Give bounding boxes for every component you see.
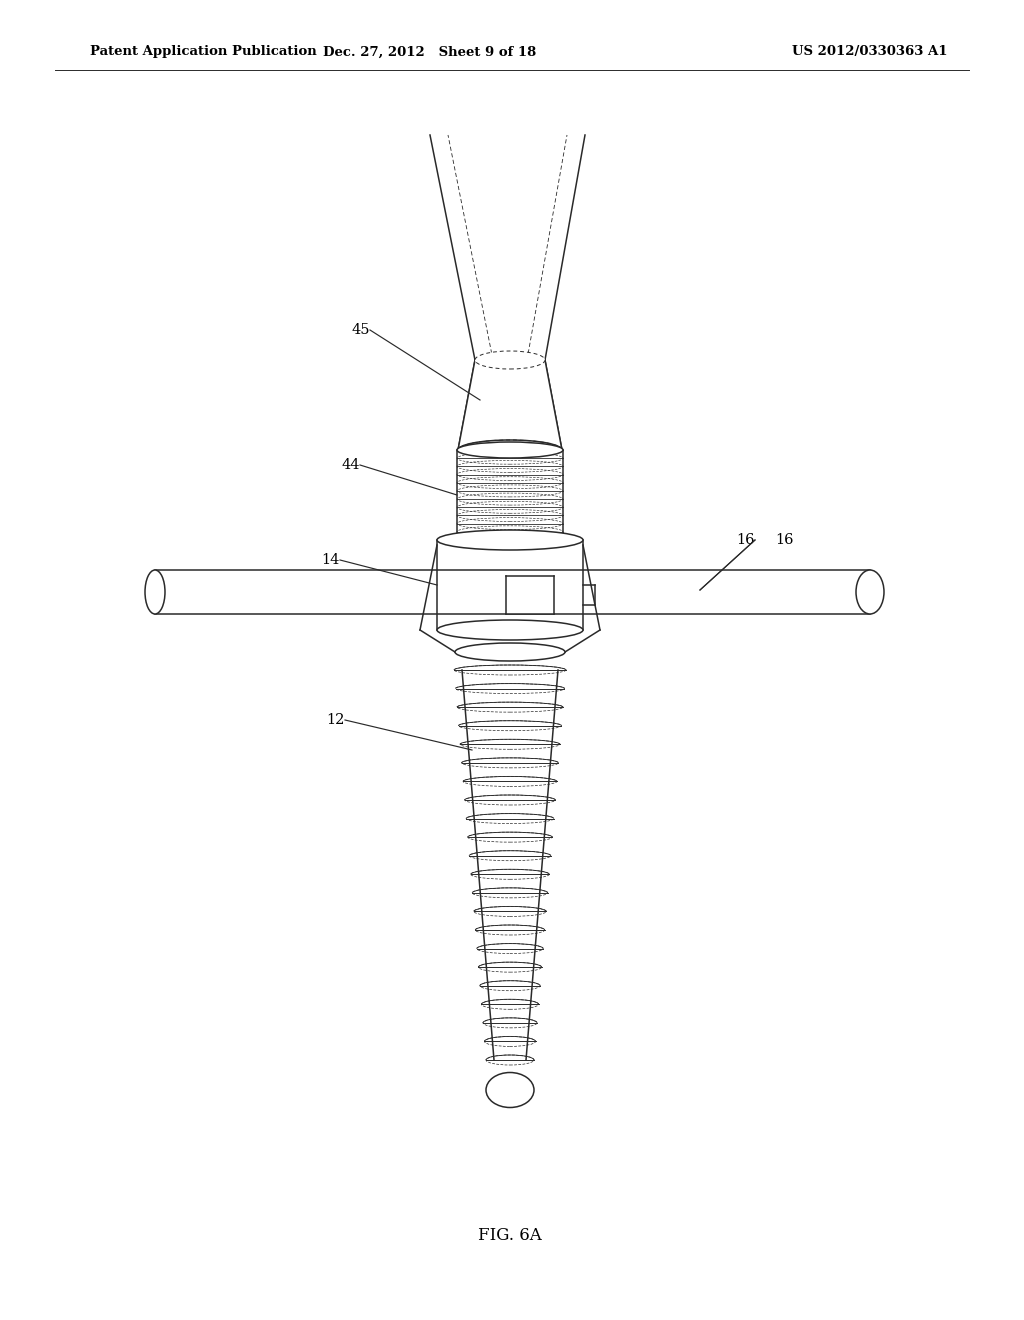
Text: 44: 44 [341,458,360,473]
Ellipse shape [486,1072,534,1107]
Text: Dec. 27, 2012   Sheet 9 of 18: Dec. 27, 2012 Sheet 9 of 18 [324,45,537,58]
Polygon shape [458,360,562,450]
Ellipse shape [856,570,884,614]
Polygon shape [457,450,563,540]
Text: 12: 12 [327,713,345,727]
Ellipse shape [475,351,545,370]
Text: US 2012/0330363 A1: US 2012/0330363 A1 [793,45,948,58]
Ellipse shape [457,442,563,458]
Polygon shape [462,671,558,1060]
Polygon shape [437,540,583,630]
Ellipse shape [455,643,565,661]
Text: 16: 16 [775,533,794,546]
Text: 14: 14 [322,553,340,568]
Ellipse shape [437,620,583,640]
Text: Patent Application Publication: Patent Application Publication [90,45,316,58]
Text: 45: 45 [351,323,370,337]
Polygon shape [155,570,870,614]
Ellipse shape [145,570,165,614]
Text: FIG. 6A: FIG. 6A [478,1226,542,1243]
Ellipse shape [437,531,583,550]
Polygon shape [420,630,600,652]
Polygon shape [506,576,554,614]
Text: 16: 16 [736,533,755,546]
Ellipse shape [458,440,562,459]
